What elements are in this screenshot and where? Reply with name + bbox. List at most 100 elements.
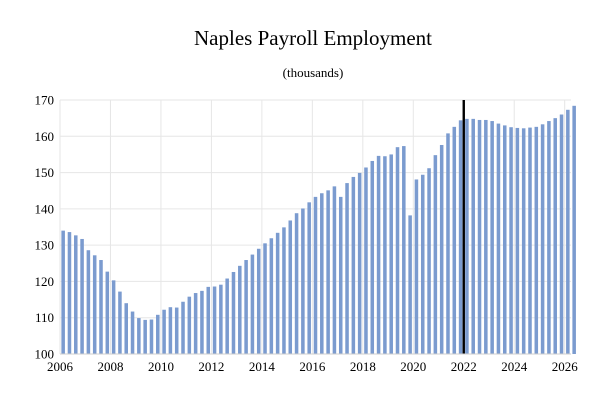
bar xyxy=(559,114,564,354)
bar xyxy=(332,186,337,354)
chart-subtitle: (thousands) xyxy=(283,65,344,80)
x-tick-label: 2026 xyxy=(552,359,579,374)
bar xyxy=(168,307,173,354)
bar xyxy=(534,126,539,354)
bar xyxy=(61,230,65,354)
bar xyxy=(383,156,387,354)
bar xyxy=(566,109,570,354)
bar xyxy=(395,147,400,354)
y-tick-label: 120 xyxy=(35,274,55,289)
bar xyxy=(80,238,84,354)
y-tick-label: 130 xyxy=(35,238,55,253)
x-axis-tick-labels: 2006 2008 2010 2012 2014 2016 2018 2020 2022 2024… xyxy=(47,359,578,374)
bar xyxy=(402,146,406,354)
bar xyxy=(181,301,185,354)
bar xyxy=(420,174,425,354)
bar xyxy=(477,119,482,355)
bar xyxy=(320,193,324,354)
bar xyxy=(521,128,526,354)
bar xyxy=(357,172,362,354)
bar xyxy=(547,121,551,354)
bar xyxy=(496,123,501,354)
bar xyxy=(149,319,154,354)
bar xyxy=(307,202,311,354)
x-tick-label: 2012 xyxy=(198,359,224,374)
bar xyxy=(326,190,330,354)
bar-series xyxy=(61,105,576,355)
bar xyxy=(433,155,438,354)
x-tick-label: 2006 xyxy=(47,359,74,374)
bar xyxy=(206,286,211,354)
bar xyxy=(490,121,494,354)
bar xyxy=(370,160,375,354)
bar xyxy=(111,280,116,354)
bar xyxy=(118,291,122,354)
bar xyxy=(572,105,576,354)
gridlines xyxy=(59,99,571,354)
bar xyxy=(225,278,229,354)
y-tick-label: 150 xyxy=(35,165,55,180)
bar xyxy=(446,133,450,354)
bar xyxy=(143,319,147,354)
bar xyxy=(74,235,78,354)
bar xyxy=(86,250,91,354)
bar xyxy=(484,119,488,355)
bar xyxy=(130,311,135,354)
bar xyxy=(471,118,475,355)
bar xyxy=(99,260,103,354)
bar xyxy=(389,154,393,354)
bar xyxy=(250,254,255,354)
bar xyxy=(408,215,412,354)
bar xyxy=(105,271,110,354)
bar xyxy=(263,243,267,354)
x-tick-label: 2022 xyxy=(451,359,477,374)
bar xyxy=(200,290,204,354)
y-axis-tick-labels: 100 110 120 130 140 150 160 170 xyxy=(35,93,55,362)
bar xyxy=(465,118,469,355)
bar xyxy=(238,265,242,354)
bar xyxy=(553,118,557,354)
y-tick-label: 140 xyxy=(35,201,55,216)
bar xyxy=(187,296,192,354)
x-tick-label: 2016 xyxy=(299,359,326,374)
bar xyxy=(231,271,236,354)
bar xyxy=(439,144,444,354)
bar xyxy=(427,168,431,354)
bar xyxy=(364,167,368,354)
bar xyxy=(301,208,305,354)
bar xyxy=(174,307,179,354)
bar xyxy=(540,124,545,354)
bar xyxy=(275,232,280,354)
bar xyxy=(414,179,419,354)
bar xyxy=(124,303,128,354)
bar xyxy=(313,196,318,354)
bar xyxy=(528,127,532,354)
bar xyxy=(345,183,349,354)
bar xyxy=(212,286,217,354)
bar xyxy=(458,120,463,354)
bar xyxy=(376,155,381,354)
y-tick-label: 110 xyxy=(35,310,54,325)
bar xyxy=(162,309,166,354)
bar xyxy=(92,255,97,354)
bar xyxy=(509,127,513,355)
bar xyxy=(244,260,248,354)
bar xyxy=(515,127,520,354)
y-tick-label: 160 xyxy=(35,129,55,144)
bar xyxy=(67,232,72,354)
bar xyxy=(256,248,261,354)
x-tick-label: 2024 xyxy=(501,359,528,374)
bar xyxy=(137,318,141,354)
x-tick-label: 2008 xyxy=(97,359,123,374)
bar xyxy=(338,196,343,354)
y-tick-label: 170 xyxy=(35,93,55,108)
x-tick-label: 2018 xyxy=(350,359,376,374)
y-tick-label: 100 xyxy=(35,347,55,362)
bar xyxy=(351,176,356,354)
bar xyxy=(156,314,160,354)
chart-title: Naples Payroll Employment xyxy=(194,26,432,50)
bar xyxy=(282,227,286,354)
x-tick-label: 2010 xyxy=(148,359,174,374)
x-tick-label: 2020 xyxy=(400,359,426,374)
